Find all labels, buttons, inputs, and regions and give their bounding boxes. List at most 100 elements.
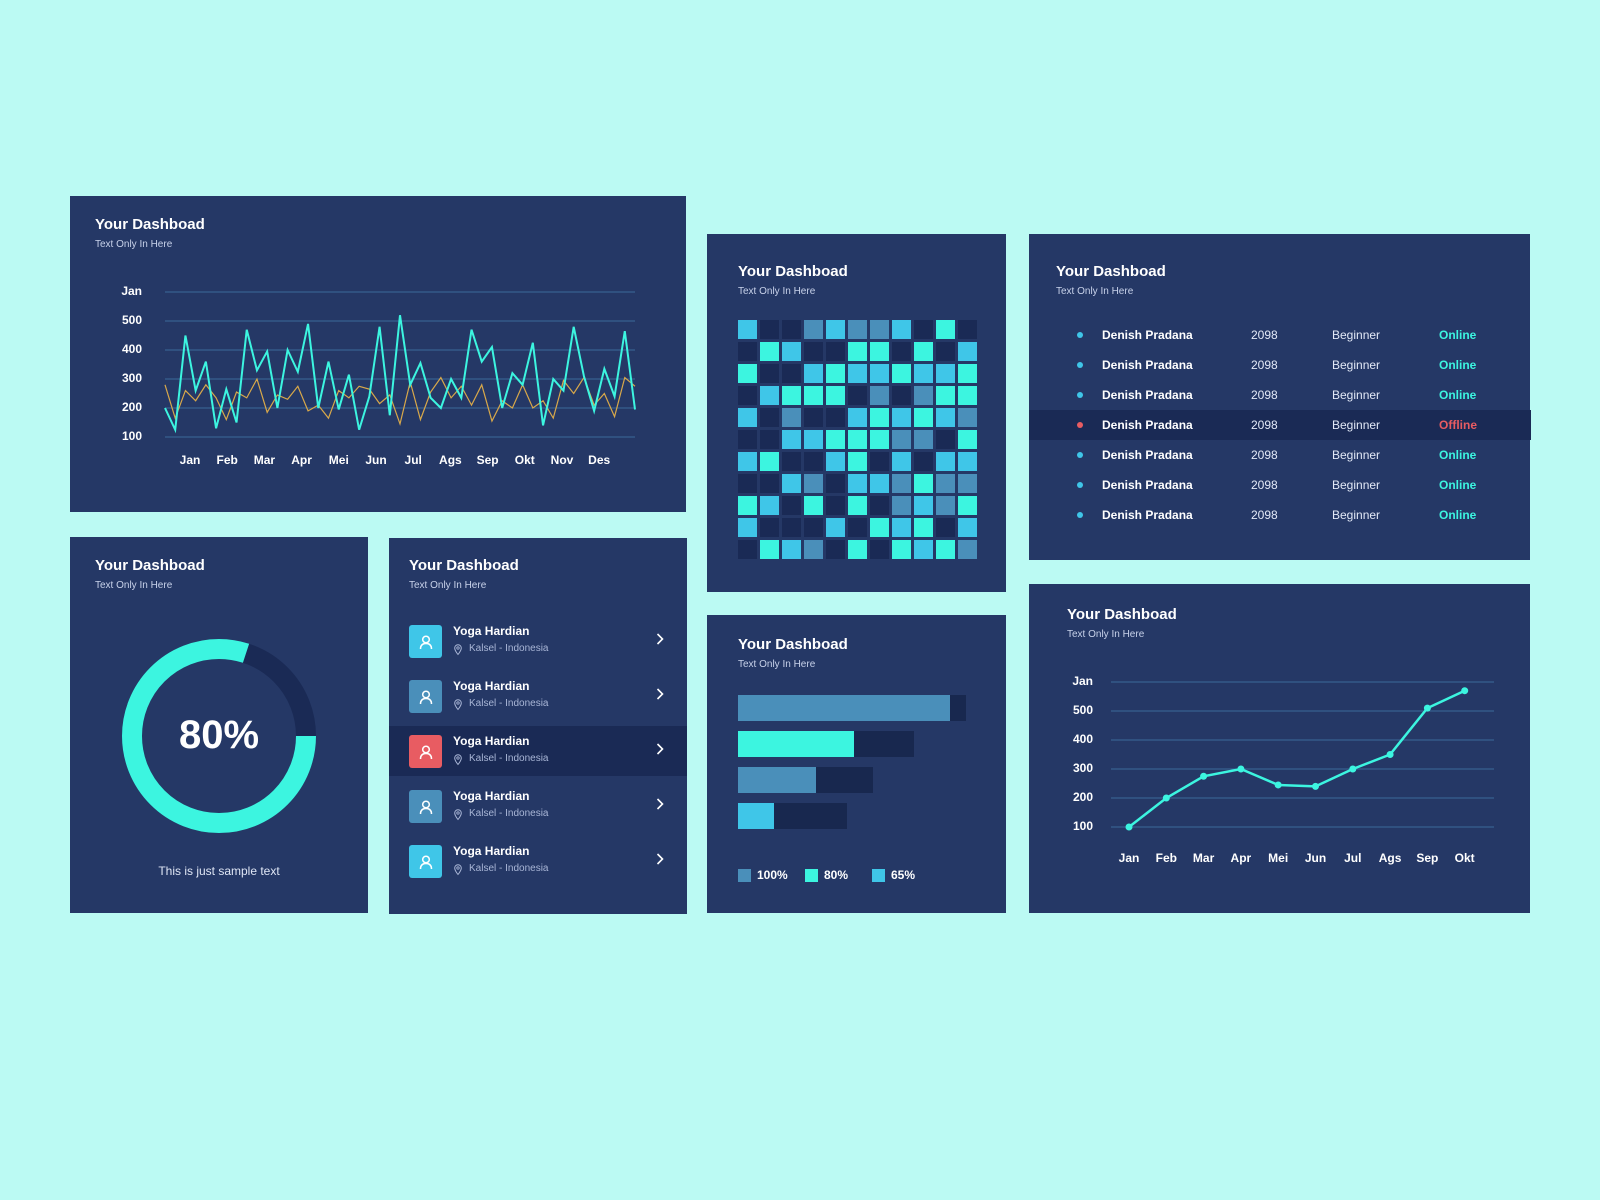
chevron-right-icon[interactable] bbox=[655, 742, 665, 761]
x-axis-label: Jan bbox=[1118, 851, 1140, 865]
chevron-right-icon[interactable] bbox=[655, 632, 665, 651]
user-name: Denish Pradana bbox=[1102, 478, 1193, 492]
legend-swatch bbox=[872, 868, 885, 882]
heatmap-cell bbox=[738, 386, 757, 405]
heatmap-cell bbox=[760, 540, 779, 559]
status-dot bbox=[1077, 512, 1083, 518]
status-dot bbox=[1077, 452, 1083, 458]
card-subtitle: Text Only In Here bbox=[738, 659, 816, 670]
status-dot bbox=[1077, 362, 1083, 368]
chevron-right-icon[interactable] bbox=[655, 687, 665, 706]
table-row[interactable]: Denish Pradana 2098 Beginner Offline bbox=[1029, 410, 1531, 440]
card-title: Your Dashboad bbox=[738, 263, 848, 280]
heatmap-cell bbox=[870, 452, 889, 471]
list-item[interactable]: Yoga Hardian Kalsel - Indonesia bbox=[389, 671, 687, 721]
single-line-chart bbox=[1111, 681, 1494, 831]
person-name: Yoga Hardian bbox=[453, 734, 530, 748]
heatmap-cell bbox=[738, 540, 757, 559]
heatmap-cell bbox=[826, 474, 845, 493]
heatmap-cell bbox=[892, 496, 911, 515]
x-axis-label: Jul bbox=[1344, 851, 1362, 865]
status-dot bbox=[1077, 482, 1083, 488]
list-item[interactable]: Yoga Hardian Kalsel - Indonesia bbox=[389, 781, 687, 831]
heatmap-cell bbox=[738, 408, 757, 427]
user-icon bbox=[419, 689, 432, 704]
avatar bbox=[409, 680, 442, 713]
chevron-right-icon[interactable] bbox=[655, 852, 665, 871]
heatmap-cell bbox=[738, 320, 757, 339]
y-axis-label: 200 bbox=[1072, 790, 1093, 804]
donut-card: Your Dashboad Text Only In Here 80% This… bbox=[70, 537, 368, 913]
heatmap-cell bbox=[848, 364, 867, 383]
heatmap-cell bbox=[848, 320, 867, 339]
user-icon bbox=[419, 799, 432, 814]
user-number: 2098 bbox=[1251, 478, 1278, 492]
heatmap-cell bbox=[848, 496, 867, 515]
user-name: Denish Pradana bbox=[1102, 358, 1193, 372]
chevron-right-icon[interactable] bbox=[655, 797, 665, 816]
bar-track bbox=[738, 803, 848, 829]
table-row[interactable]: Denish Pradana 2098 Beginner Online bbox=[1029, 380, 1531, 410]
heatmap-cell bbox=[958, 496, 977, 515]
heatmap-cell bbox=[936, 408, 955, 427]
heatmap-cell bbox=[804, 364, 823, 383]
heatmap-cell bbox=[936, 364, 955, 383]
y-axis-label: 300 bbox=[1072, 761, 1093, 775]
heatmap-cell bbox=[804, 430, 823, 449]
data-point bbox=[1423, 704, 1431, 712]
heatmap-cell bbox=[914, 364, 933, 383]
x-axis-label: Nov bbox=[550, 453, 574, 467]
user-number: 2098 bbox=[1251, 508, 1278, 522]
x-axis-label: Sep bbox=[476, 453, 499, 467]
heatmap-cell bbox=[870, 364, 889, 383]
user-name: Denish Pradana bbox=[1102, 508, 1193, 522]
user-icon bbox=[419, 744, 432, 759]
list-item[interactable]: Yoga Hardian Kalsel - Indonesia bbox=[389, 616, 687, 666]
y-axis-label: 400 bbox=[1072, 732, 1093, 746]
heatmap-cell bbox=[738, 474, 757, 493]
list-item[interactable]: Yoga Hardian Kalsel - Indonesia bbox=[389, 836, 687, 886]
heatmap-cell bbox=[848, 386, 867, 405]
x-axis-label: Mei bbox=[328, 453, 349, 467]
heatmap-cell bbox=[804, 408, 823, 427]
user-level: Beginner bbox=[1332, 418, 1381, 432]
heatmap-cell bbox=[804, 342, 823, 361]
x-axis-label: Apr bbox=[291, 453, 312, 467]
user-number: 2098 bbox=[1251, 418, 1278, 432]
heatmap-cell bbox=[870, 540, 889, 559]
heatmap-cell bbox=[760, 364, 779, 383]
table-row[interactable]: Denish Pradana 2098 Beginner Online bbox=[1029, 470, 1531, 500]
heatmap-cell bbox=[892, 386, 911, 405]
heatmap-cell bbox=[760, 408, 779, 427]
heatmap-cell bbox=[914, 408, 933, 427]
single-line-chart-card: Your Dashboad Text Only In Here Jan 500 40… bbox=[1029, 584, 1530, 913]
list-item[interactable]: Yoga Hardian Kalsel - Indonesia bbox=[389, 726, 687, 776]
card-title: Your Dashboad bbox=[738, 636, 848, 653]
avatar bbox=[409, 790, 442, 823]
status-dot bbox=[1077, 422, 1083, 428]
x-axis-label: Feb bbox=[1155, 851, 1177, 865]
person-name: Yoga Hardian bbox=[453, 789, 530, 803]
table-row[interactable]: Denish Pradana 2098 Beginner Online bbox=[1029, 500, 1531, 530]
heatmap-cell bbox=[804, 474, 823, 493]
heatmap-cell bbox=[958, 518, 977, 537]
heatmap-cell bbox=[826, 540, 845, 559]
heatmap-cell bbox=[892, 364, 911, 383]
heatmap-cell bbox=[804, 452, 823, 471]
card-title: Your Dashboad bbox=[1067, 606, 1177, 623]
x-axis-label: Mar bbox=[253, 453, 276, 467]
heatmap-cell bbox=[870, 496, 889, 515]
heatmap-cell bbox=[760, 386, 779, 405]
data-point bbox=[1162, 794, 1170, 802]
location-pin-icon bbox=[454, 862, 462, 880]
x-axis-label: Ags bbox=[439, 453, 462, 467]
bar-fill bbox=[738, 803, 775, 829]
user-number: 2098 bbox=[1251, 388, 1278, 402]
location-pin-icon bbox=[454, 697, 462, 715]
table-row[interactable]: Denish Pradana 2098 Beginner Online bbox=[1029, 320, 1531, 350]
user-icon bbox=[419, 854, 432, 869]
bar-track bbox=[738, 731, 914, 757]
table-row[interactable]: Denish Pradana 2098 Beginner Online bbox=[1029, 350, 1531, 380]
table-row[interactable]: Denish Pradana 2098 Beginner Online bbox=[1029, 440, 1531, 470]
data-point bbox=[1125, 823, 1133, 831]
